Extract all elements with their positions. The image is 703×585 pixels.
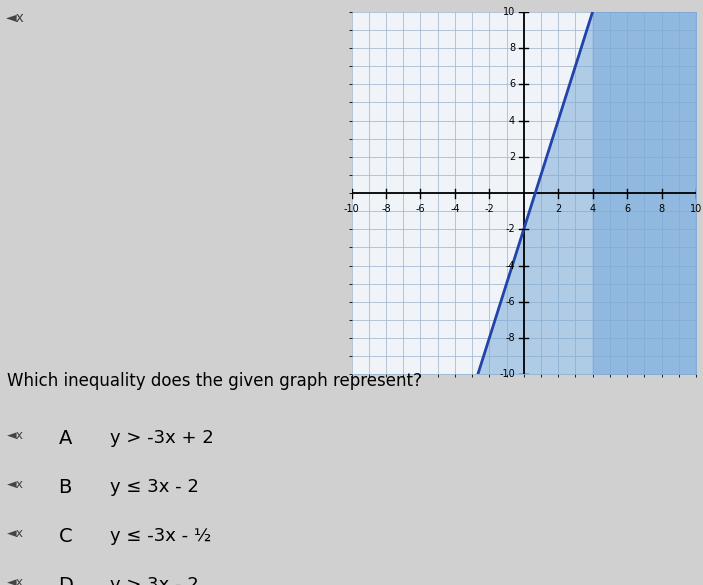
Text: -10: -10 (499, 369, 515, 380)
Text: ◄x: ◄x (7, 527, 25, 540)
Text: C: C (58, 527, 72, 546)
Text: ◄x: ◄x (7, 429, 25, 442)
Text: y ≤ 3x - 2: y ≤ 3x - 2 (110, 479, 198, 496)
Text: -6: -6 (505, 297, 515, 307)
Text: ◄x: ◄x (7, 576, 25, 585)
Text: 2: 2 (555, 204, 561, 214)
Text: 2: 2 (509, 152, 515, 162)
Text: -8: -8 (505, 333, 515, 343)
Text: -2: -2 (484, 204, 494, 214)
Text: 10: 10 (690, 204, 702, 214)
Text: B: B (58, 479, 72, 497)
Text: 8: 8 (509, 43, 515, 53)
Text: 6: 6 (624, 204, 630, 214)
Text: y ≤ -3x - ½: y ≤ -3x - ½ (110, 527, 211, 545)
Text: 6: 6 (509, 79, 515, 90)
Text: 10: 10 (503, 6, 515, 17)
Text: D: D (58, 576, 73, 585)
Text: -6: -6 (415, 204, 425, 214)
Text: A: A (58, 429, 72, 448)
Text: -10: -10 (344, 204, 359, 214)
Text: 4: 4 (509, 115, 515, 126)
Text: 8: 8 (659, 204, 664, 214)
Text: 4: 4 (590, 204, 595, 214)
Text: -4: -4 (450, 204, 460, 214)
Text: ◄x: ◄x (6, 11, 25, 25)
Text: y > 3x - 2: y > 3x - 2 (110, 576, 198, 585)
Text: y > -3x + 2: y > -3x + 2 (110, 429, 214, 448)
Text: ◄x: ◄x (7, 479, 25, 491)
Text: -8: -8 (381, 204, 391, 214)
Text: Which inequality does the given graph represent?: Which inequality does the given graph re… (7, 371, 423, 390)
Text: -2: -2 (505, 224, 515, 235)
Text: -4: -4 (505, 260, 515, 271)
